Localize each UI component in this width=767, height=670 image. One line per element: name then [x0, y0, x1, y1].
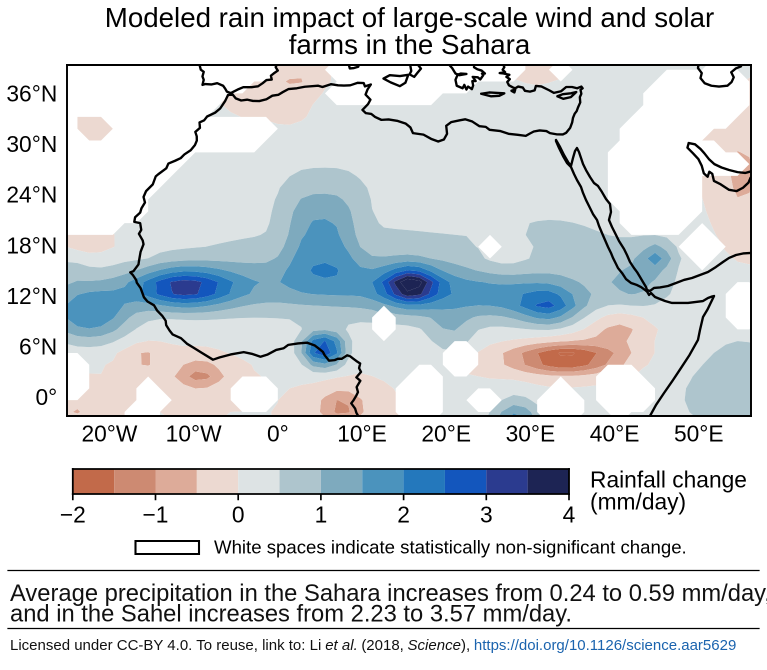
- svg-text:6°N: 6°N: [19, 333, 57, 359]
- svg-text:50°E: 50°E: [674, 421, 724, 447]
- svg-text:10°W: 10°W: [166, 421, 222, 447]
- svg-text:3: 3: [480, 501, 493, 527]
- svg-text:https://doi.org/10.1126/scienc: https://doi.org/10.1126/science.aar5629: [474, 637, 736, 654]
- svg-text:(2018,: (2018,: [361, 637, 404, 654]
- svg-text:−1: −1: [143, 501, 169, 527]
- svg-text:10°E: 10°E: [337, 421, 387, 447]
- svg-text:Rainfall change: Rainfall change: [590, 467, 747, 493]
- svg-text:(mm/day): (mm/day): [590, 489, 686, 515]
- svg-text:24°N: 24°N: [6, 182, 57, 208]
- svg-text:White spaces indicate statisti: White spaces indicate statistically non-…: [214, 536, 687, 557]
- svg-text:20°E: 20°E: [421, 421, 471, 447]
- svg-text:0°: 0°: [36, 384, 58, 410]
- svg-text:40°E: 40°E: [590, 421, 640, 447]
- svg-text:4: 4: [563, 501, 576, 527]
- svg-text:30°N: 30°N: [6, 131, 57, 157]
- svg-text:20°W: 20°W: [81, 421, 137, 447]
- svg-text:and in the Sahel increases fro: and in the Sahel increases from 2.23 to …: [10, 601, 572, 628]
- svg-text:et al.: et al.: [325, 637, 358, 654]
- svg-text:0: 0: [232, 501, 245, 527]
- svg-text:1: 1: [315, 501, 328, 527]
- svg-text:farms in the Sahara: farms in the Sahara: [289, 29, 531, 60]
- svg-text:36°N: 36°N: [6, 81, 57, 107]
- svg-text:0°: 0°: [267, 421, 289, 447]
- svg-text:12°N: 12°N: [6, 283, 57, 309]
- svg-text:−2: −2: [60, 501, 86, 527]
- svg-text:Average precipitation in the S: Average precipitation in the Sahara incr…: [10, 580, 767, 607]
- svg-text:2: 2: [397, 501, 410, 527]
- svg-text:),: ),: [461, 637, 470, 654]
- svg-text:Modeled rain impact of large-s: Modeled rain impact of large-scale wind …: [105, 2, 714, 33]
- svg-text:Science: Science: [408, 637, 461, 654]
- svg-text:18°N: 18°N: [6, 232, 57, 258]
- svg-text:Licensed under CC-BY 4.0. To r: Licensed under CC-BY 4.0. To reuse, link…: [10, 637, 321, 654]
- svg-text:30°E: 30°E: [506, 421, 556, 447]
